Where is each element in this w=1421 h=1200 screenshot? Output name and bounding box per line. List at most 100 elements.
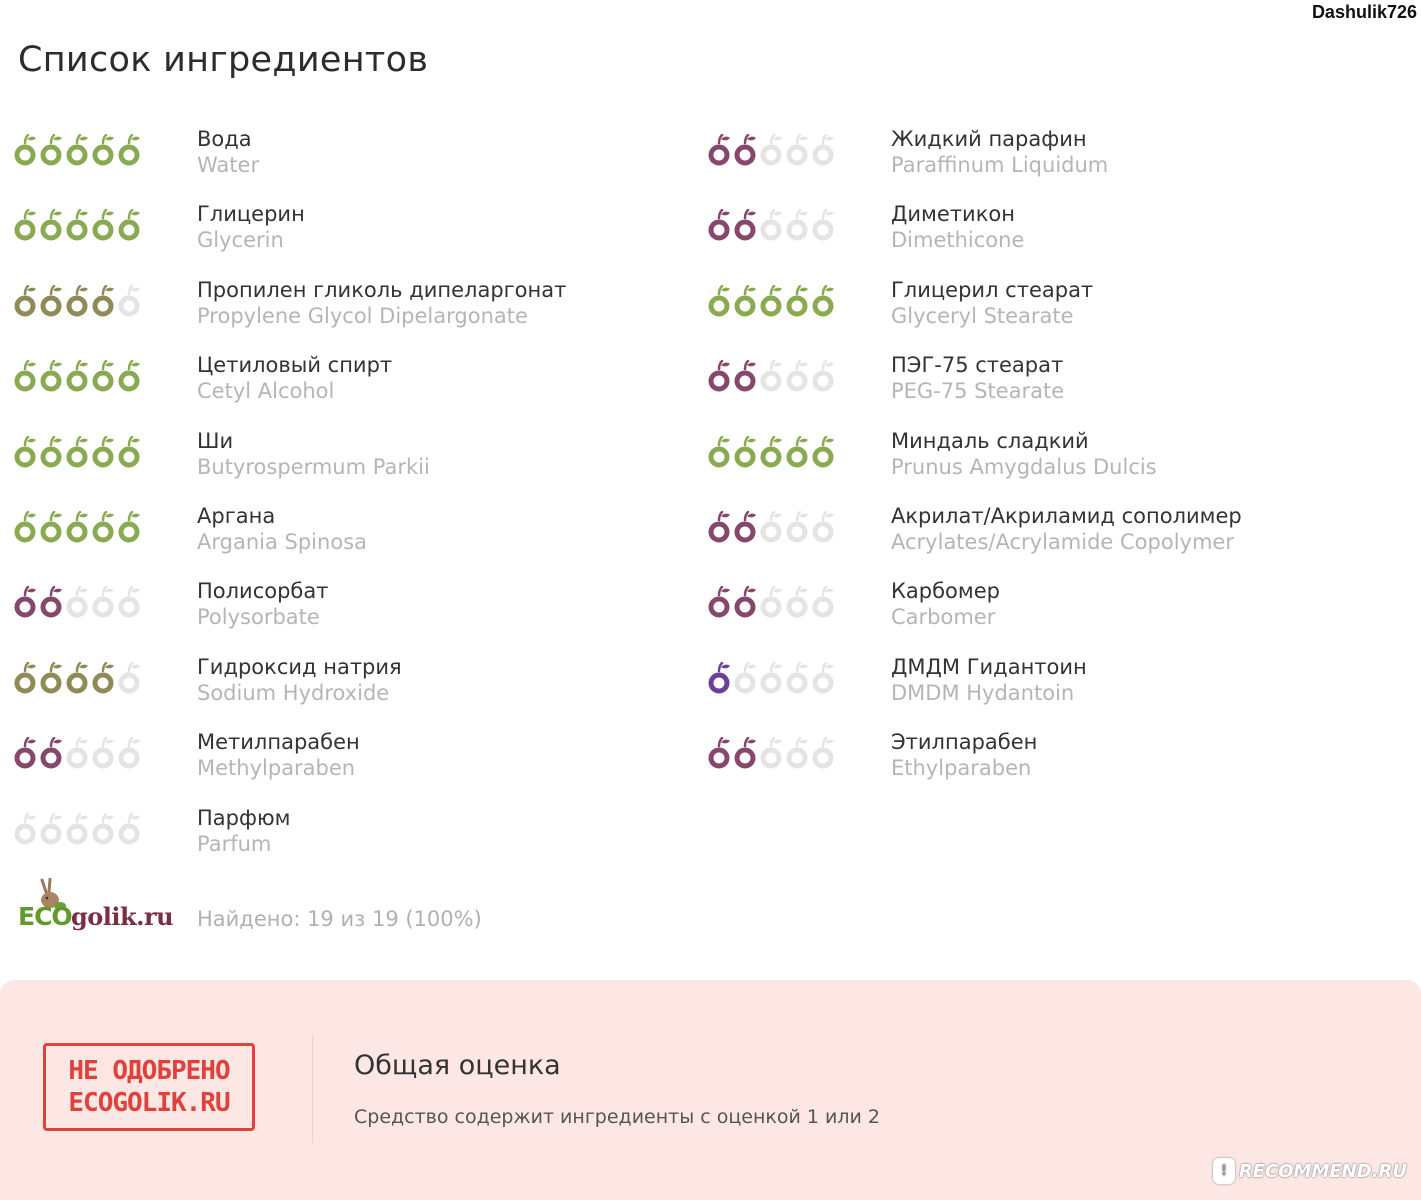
ingredient-names: Вода Water (197, 126, 259, 178)
rating-drop-icon (118, 360, 140, 392)
ingredient-row[interactable]: Гидроксид натрия Sodium Hydroxide (14, 648, 704, 723)
ingredient-name-latin: Methylparaben (197, 756, 356, 781)
ingredient-row[interactable]: Парфюм Parfum (14, 799, 704, 874)
rating-drop-icon (812, 661, 834, 694)
rating-drop-icon (708, 284, 730, 317)
rating-drop-icon (14, 510, 36, 543)
rating-drop-icon (14, 360, 36, 392)
rating-drop-icon (708, 737, 730, 769)
ingredient-row[interactable]: Цетиловый спирт Cetyl Alcohol (14, 346, 704, 421)
ingredient-row[interactable]: Акрилат/Акриламид сополимер Acrylates/Acr… (708, 497, 1398, 572)
rating-drop-icon (92, 284, 114, 317)
ingredient-rating (14, 435, 144, 470)
rating-drop-icon (734, 284, 756, 317)
ingredient-row[interactable]: Пропилен гликоль дипеларгонат Propylene G… (14, 271, 704, 346)
rating-drop-icon (118, 737, 140, 769)
rating-drop-icon (786, 134, 808, 166)
verdict-description: Средство содержит ингредиенты с оценкой … (354, 1106, 881, 1128)
rating-drop-icon (66, 209, 88, 241)
ingredient-row[interactable]: Метилпарабен Methylparaben (14, 723, 704, 798)
verdict-divider (312, 1035, 313, 1143)
rating-drop-icon (66, 586, 88, 618)
rating-drop-icon (40, 812, 62, 845)
rating-drop-icon (760, 284, 782, 317)
rating-drop-icon (734, 737, 756, 769)
ingredient-row[interactable]: Ши Butyrospermum Parkii (14, 422, 704, 497)
ingredient-row[interactable]: Вода Water (14, 120, 704, 195)
ingredient-names: Ши Butyrospermum Parkii (197, 428, 430, 480)
ingredient-names: Миндаль сладкий Prunus Amygdalus Dulcis (891, 428, 1157, 480)
rating-drop-icon (40, 284, 62, 317)
logo-golik-text: golik.ru (71, 902, 174, 931)
ingredient-name-ru: Ши (197, 428, 234, 453)
ingredient-name-latin: Cetyl Alcohol (197, 379, 335, 404)
rating-drop-icon (118, 661, 140, 694)
rating-drop-icon (812, 134, 834, 166)
ingredient-names: Парфюм Parfum (197, 805, 290, 857)
rating-drop-icon (14, 812, 36, 845)
ingredient-name-latin: Paraffinum Liquidum (891, 153, 1109, 177)
rating-drop-icon (92, 134, 114, 166)
ingredient-row[interactable]: Этилпарабен Ethylparaben (708, 723, 1398, 798)
rating-drop-icon (708, 134, 730, 166)
ingredient-row[interactable]: Жидкий парафин Paraffinum Liquidum (708, 120, 1398, 195)
rating-drop-icon (760, 134, 782, 166)
ingredient-row[interactable]: Аргана Argania Spinosa (14, 497, 704, 572)
ingredient-row[interactable]: Карбомер Carbomer (708, 572, 1398, 647)
ingredient-rating (14, 586, 144, 620)
ingredient-row[interactable]: Глицерин Glycerin (14, 195, 704, 270)
ingredient-rating (14, 360, 144, 394)
ingredient-row[interactable]: Глицерил стеарат Glyceryl Stearate (708, 271, 1398, 346)
ingredient-name-ru: Глицерин (197, 202, 305, 227)
ingredient-names: Глицерин Glycerin (197, 201, 305, 253)
rating-drop-icon (118, 812, 140, 845)
ingredients-column-right: Жидкий парафин Paraffinum Liquidum Диметик… (708, 120, 1398, 799)
rating-drop-icon (786, 586, 808, 618)
ingredient-name-ru: ПЭГ-75 стеарат (891, 353, 1064, 378)
ingredient-row[interactable]: Полисорбат Polysorbate (14, 572, 704, 647)
rating-drop-icon (40, 510, 62, 543)
ingredient-row[interactable]: ПЭГ-75 стеарат PEG-75 Stearate (708, 346, 1398, 421)
rating-drop-icon (40, 586, 62, 618)
rating-drop-icon (760, 209, 782, 241)
ingredient-names: Метилпарабен Methylparaben (197, 729, 360, 781)
ingredient-names: ПЭГ-75 стеарат PEG-75 Stearate (891, 352, 1064, 404)
rating-drop-icon (40, 360, 62, 392)
ingredient-rating (14, 284, 144, 319)
rating-drop-icon (92, 812, 114, 845)
ingredient-name-ru: Жидкий парафин (891, 127, 1087, 151)
rating-drop-icon (66, 134, 88, 166)
rating-drop-icon (118, 435, 140, 468)
rating-drop-icon (118, 134, 140, 166)
rating-drop-icon (812, 284, 834, 317)
ingredient-name-ru: Акрилат/Акриламид сополимер (891, 503, 1242, 528)
rating-drop-icon (760, 360, 782, 392)
rating-drop-icon (66, 812, 88, 845)
stamp-line-1: НЕ ОДОБРЕНО (68, 1056, 230, 1086)
ingredient-names: Аргана Argania Spinosa (197, 503, 367, 555)
ingredient-rating (708, 510, 838, 545)
ingredient-rating (708, 209, 838, 243)
ingredient-names: ДМДМ Гидантоин DMDM Hydantoin (891, 654, 1087, 706)
ingredient-rating (14, 209, 144, 243)
rating-drop-icon (92, 586, 114, 618)
rating-drop-icon (14, 435, 36, 468)
ecogolik-logo[interactable]: ECO golik.ru (16, 878, 176, 940)
ingredient-row[interactable]: ДМДМ Гидантоин DMDM Hydantoin (708, 648, 1398, 723)
ingredient-row[interactable]: Миндаль сладкий Prunus Amygdalus Dulcis (708, 422, 1398, 497)
rating-drop-icon (40, 737, 62, 769)
ingredient-rating (708, 360, 838, 394)
rating-drop-icon (708, 435, 730, 468)
rating-drop-icon (760, 510, 782, 543)
ingredient-row[interactable]: Диметикон Dimethicone (708, 195, 1398, 270)
ingredient-names: Гидроксид натрия Sodium Hydroxide (197, 654, 402, 706)
rating-drop-icon (66, 661, 88, 694)
ingredient-rating (14, 661, 144, 696)
rating-drop-icon (812, 510, 834, 543)
rating-drop-icon (786, 209, 808, 241)
rating-drop-icon (734, 435, 756, 468)
ingredient-name-latin: Glyceryl Stearate (891, 303, 1074, 328)
rating-drop-icon (14, 209, 36, 241)
rating-drop-icon (812, 737, 834, 769)
rating-drop-icon (734, 209, 756, 241)
